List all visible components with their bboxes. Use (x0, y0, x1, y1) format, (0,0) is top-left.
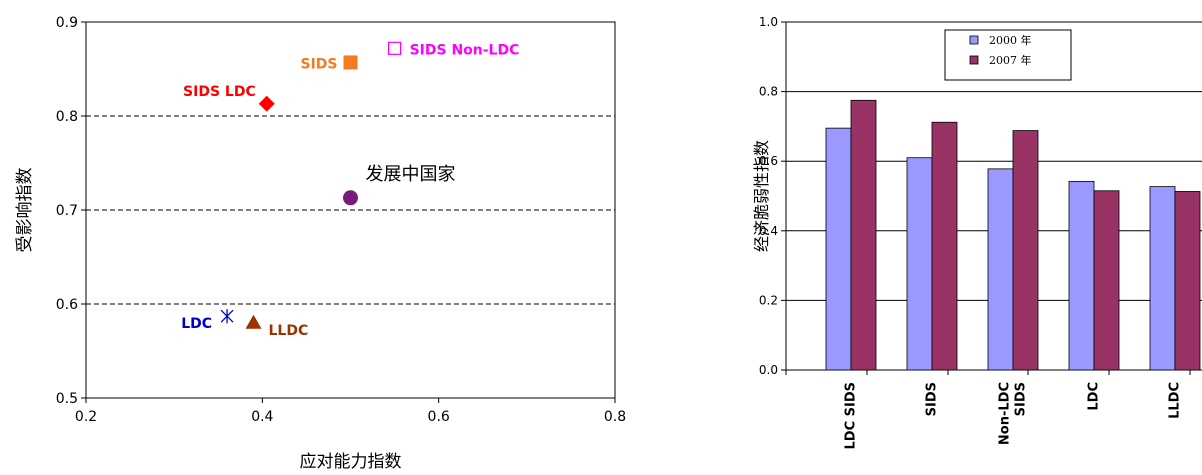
legend-label-1: 2007 年 (989, 53, 1032, 67)
legend-swatch-0 (969, 35, 979, 45)
scatter-x-axis-title: 应对能力指数 (300, 452, 402, 472)
bar-2000-sids (906, 157, 933, 371)
bar-y-axis-title: 经济脆弱性指数 (752, 140, 771, 252)
bar-y-tick-label: 0.4 (759, 224, 778, 238)
point-label-sids-non-ldc: SIDS Non-LDC (410, 42, 520, 58)
point-ldc (220, 309, 234, 324)
legend-label-0: 2000 年 (989, 33, 1032, 47)
bar-category-label: LLDC (1168, 382, 1183, 419)
bar-y-tick-label: 0.6 (759, 154, 778, 168)
bar-2007-non-ldc-sids (1012, 130, 1039, 371)
bar-2007-sids (931, 121, 958, 371)
bar-y-tick-label: 1.0 (759, 15, 778, 29)
point-label-ldc: LDC (181, 316, 212, 332)
bar-y-tick-label: 0.8 (759, 85, 778, 99)
point-label-developing-countries: 发展中国家 (366, 164, 456, 185)
point-sids-ldc (258, 95, 275, 112)
scatter-y-tick-label: 0.9 (56, 15, 78, 31)
point-sids (343, 55, 358, 70)
scatter-y-tick-label: 0.8 (56, 109, 78, 125)
bar-2000-non-ldc-sids (987, 168, 1014, 371)
point-sids-non-ldc (387, 41, 402, 55)
bar-category-label: Non-LDC (998, 382, 1013, 445)
scatter-y-axis-title: 受影响指数 (15, 168, 35, 253)
bar-2007-lldc (1174, 191, 1201, 371)
bar-category-label: LDC SIDS (844, 382, 859, 450)
scatter-y-tick-label: 0.5 (56, 391, 78, 407)
scatter-x-tick-label: 0.8 (604, 409, 626, 425)
bar-category-label: SIDS (925, 382, 940, 416)
bar-category-label: SIDS (1014, 382, 1029, 416)
scatter-y-tick-label: 0.7 (56, 203, 78, 219)
scatter-x-tick-label: 0.4 (251, 409, 273, 425)
bar-2000-lldc (1149, 186, 1176, 371)
scatter-x-tick-label: 0.2 (75, 409, 97, 425)
point-lldc (245, 314, 262, 329)
point-label-sids-ldc: SIDS LDC (183, 84, 256, 100)
bar-2007-ldc-sids (850, 99, 877, 371)
scatter-y-tick-label: 0.6 (56, 297, 78, 313)
scatter-x-tick-label: 0.6 (428, 409, 450, 425)
bar-y-tick-label: 0.0 (759, 363, 778, 377)
point-developing-countries (343, 190, 358, 206)
bar-2000-ldc-sids (825, 127, 852, 371)
point-label-lldc: LLDC (269, 323, 309, 339)
bar-category-label: LDC (1087, 382, 1102, 411)
legend-swatch-1 (969, 55, 979, 65)
point-label-sids: SIDS (301, 56, 338, 72)
bar-2000-ldc (1068, 180, 1095, 371)
bar-legend (944, 29, 1072, 81)
bar-2007-ldc (1093, 190, 1120, 371)
bar-y-tick-label: 0.2 (759, 293, 778, 307)
